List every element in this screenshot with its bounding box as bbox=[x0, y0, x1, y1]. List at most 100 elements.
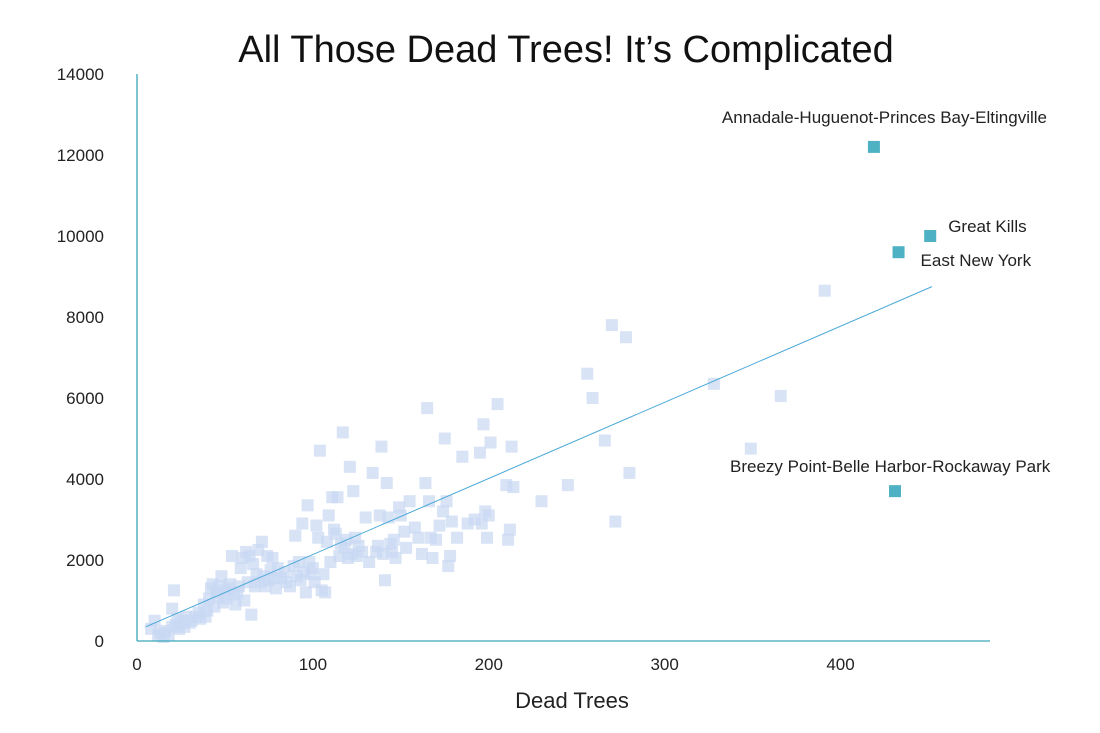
data-point bbox=[412, 531, 425, 544]
data-point bbox=[284, 580, 297, 593]
data-point bbox=[398, 525, 411, 538]
highlighted-point bbox=[924, 230, 937, 242]
data-point bbox=[419, 477, 432, 490]
trend-line bbox=[145, 286, 933, 628]
data-point bbox=[422, 495, 435, 508]
data-point bbox=[389, 551, 402, 564]
data-point bbox=[445, 515, 458, 528]
data-point bbox=[400, 541, 413, 554]
data-point bbox=[609, 515, 622, 528]
y-tick-label: 0 bbox=[95, 632, 104, 651]
y-tick-label: 2000 bbox=[66, 551, 104, 570]
data-point bbox=[167, 584, 180, 597]
y-tick-label: 8000 bbox=[66, 308, 104, 327]
data-point bbox=[319, 586, 332, 599]
data-point bbox=[310, 519, 323, 532]
data-point bbox=[329, 527, 342, 540]
data-point bbox=[356, 545, 369, 558]
data-point bbox=[322, 509, 335, 522]
highlighted-point bbox=[892, 246, 905, 259]
data-point bbox=[394, 509, 407, 522]
data-point bbox=[317, 568, 330, 581]
data-point bbox=[387, 533, 400, 546]
data-point bbox=[375, 440, 388, 453]
data-point bbox=[289, 529, 302, 542]
data-point bbox=[347, 485, 360, 498]
data-point bbox=[255, 535, 268, 548]
highlighted-point bbox=[889, 485, 902, 498]
x-axis-label: Dead Trees bbox=[515, 688, 629, 713]
data-point bbox=[619, 331, 632, 344]
data-point bbox=[336, 426, 349, 439]
data-point bbox=[269, 582, 282, 595]
axes bbox=[136, 74, 990, 642]
data-point bbox=[359, 511, 372, 524]
data-point bbox=[535, 495, 548, 508]
data-point bbox=[473, 446, 486, 459]
x-tick-label: 300 bbox=[650, 655, 678, 674]
data-point bbox=[581, 367, 594, 380]
data-point bbox=[306, 562, 319, 575]
data-point bbox=[503, 523, 516, 536]
data-point bbox=[380, 477, 393, 490]
data-point bbox=[245, 608, 258, 621]
x-tick-label: 100 bbox=[299, 655, 327, 674]
data-point bbox=[421, 402, 434, 415]
data-point bbox=[266, 551, 279, 564]
y-tick-label: 14000 bbox=[57, 65, 104, 84]
data-point bbox=[605, 319, 618, 332]
data-point bbox=[225, 549, 238, 562]
data-point bbox=[491, 398, 504, 411]
data-point bbox=[426, 551, 439, 564]
data-point bbox=[301, 499, 314, 512]
point-annotation: Great Kills bbox=[948, 217, 1026, 236]
data-point bbox=[818, 284, 831, 297]
data-point bbox=[166, 602, 179, 615]
data-point bbox=[623, 466, 636, 479]
x-tick-label: 0 bbox=[132, 655, 141, 674]
data-point bbox=[403, 495, 416, 508]
data-point bbox=[378, 574, 391, 587]
y-tick-label: 4000 bbox=[66, 470, 104, 489]
data-point bbox=[484, 436, 497, 449]
data-point bbox=[313, 444, 326, 457]
data-point bbox=[238, 594, 251, 607]
data-point bbox=[437, 505, 450, 518]
data-point bbox=[296, 517, 309, 530]
data-point bbox=[480, 531, 493, 544]
data-point bbox=[366, 466, 379, 479]
data-point bbox=[438, 432, 451, 445]
x-tick-labels: 0 100 200 300 400 bbox=[132, 655, 854, 674]
x-tick-label: 200 bbox=[475, 655, 503, 674]
data-point bbox=[382, 511, 395, 524]
data-points bbox=[145, 284, 831, 643]
y-tick-label: 6000 bbox=[66, 389, 104, 408]
data-point bbox=[444, 549, 457, 562]
point-annotation: Annadale-Huguenot-Princes Bay-Eltingvill… bbox=[722, 108, 1047, 127]
y-tick-label: 10000 bbox=[57, 227, 104, 246]
data-point bbox=[148, 614, 161, 627]
chart-title: All Those Dead Trees! It’s Complicated bbox=[238, 29, 893, 71]
data-point bbox=[502, 533, 515, 546]
point-annotations: Annadale-Huguenot-Princes Bay-Eltingvill… bbox=[722, 108, 1051, 476]
data-point bbox=[482, 509, 495, 522]
data-point bbox=[744, 442, 757, 455]
data-point bbox=[363, 556, 376, 569]
data-point bbox=[456, 450, 469, 463]
point-annotation: Breezy Point-Belle Harbor-Rockaway Park bbox=[730, 457, 1051, 476]
data-point bbox=[598, 434, 611, 447]
data-point bbox=[505, 440, 518, 453]
data-point bbox=[433, 519, 446, 532]
data-point bbox=[234, 562, 247, 575]
data-point bbox=[408, 521, 421, 534]
data-point bbox=[393, 501, 406, 514]
data-point bbox=[451, 531, 464, 544]
data-point bbox=[707, 377, 720, 390]
data-point bbox=[343, 460, 356, 473]
data-point bbox=[507, 481, 520, 494]
data-point bbox=[442, 560, 455, 573]
y-tick-labels: 0 2000 4000 6000 8000 10000 12000 14000 bbox=[57, 65, 104, 651]
highlighted-point bbox=[867, 140, 880, 153]
data-point bbox=[774, 389, 787, 402]
